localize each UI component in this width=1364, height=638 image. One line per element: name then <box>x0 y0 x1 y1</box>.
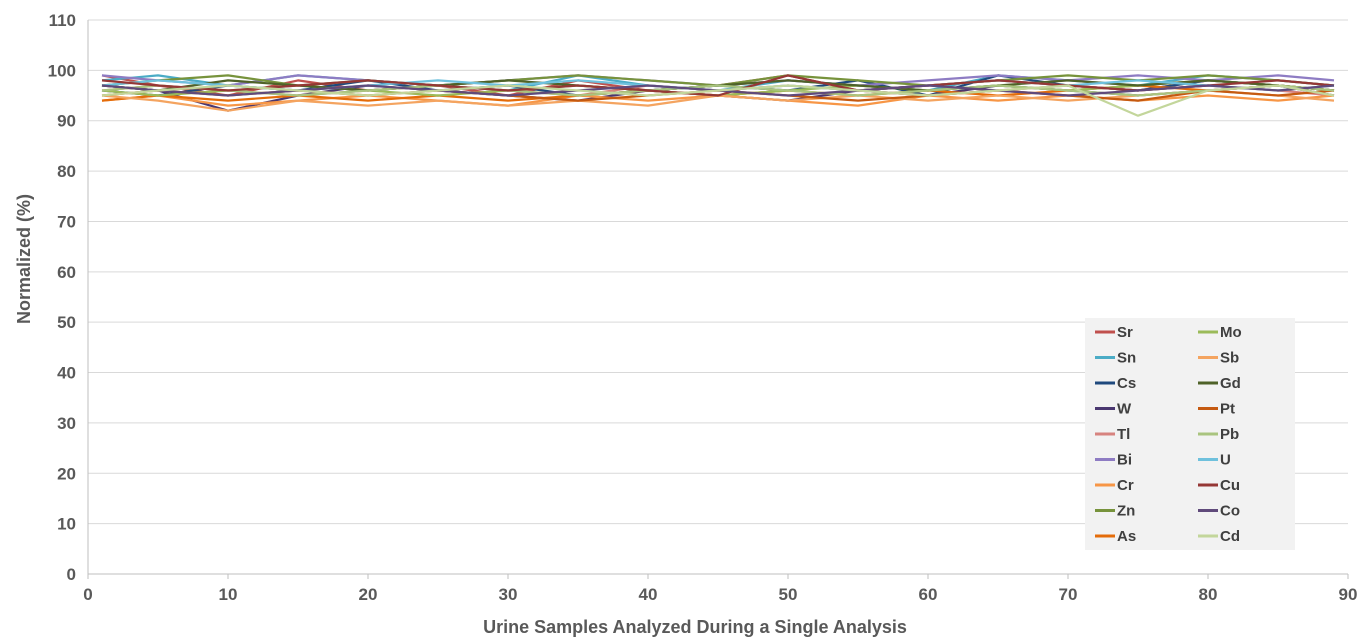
legend-label: Cs <box>1117 375 1136 392</box>
series-line-cd <box>101 84 1335 117</box>
x-tick-label: 50 <box>779 585 798 604</box>
series-line-pb <box>101 84 1335 97</box>
series-lines <box>101 74 1335 117</box>
legend-label: Bi <box>1117 452 1132 469</box>
y-tick-label: 10 <box>57 515 76 534</box>
y-tick-label: 90 <box>57 112 76 131</box>
x-tick-label: 20 <box>359 585 378 604</box>
y-tick-label: 80 <box>57 162 76 181</box>
x-tick-label: 0 <box>83 585 92 604</box>
x-tick-label: 60 <box>919 585 938 604</box>
x-tick-label: 90 <box>1339 585 1358 604</box>
x-tick-label: 30 <box>499 585 518 604</box>
legend-label: Tl <box>1117 426 1130 443</box>
gridlines <box>88 19 1348 525</box>
legend-label: Cr <box>1117 477 1134 494</box>
legend-box <box>1085 318 1295 550</box>
legend-label: W <box>1117 401 1132 418</box>
x-tick-label: 40 <box>639 585 658 604</box>
y-tick-label: 110 <box>49 11 76 30</box>
y-tick-label: 70 <box>57 212 76 231</box>
x-tick-label: 10 <box>219 585 238 604</box>
axes: 0 10 20 30 40 50 60 70 80 90 100 110 0 10 20 30 40 50 60 70… <box>48 11 1358 604</box>
legend-label: Pb <box>1220 426 1239 443</box>
y-tick-label: 30 <box>57 414 76 433</box>
x-tick-label: 70 <box>1059 585 1078 604</box>
legend: Sr Sn Cs W Tl Bi Cr Zn As Mo Sb Gd Pt Pb U Cu Co Cd <box>1085 318 1295 550</box>
y-tick-label: 0 <box>67 565 76 584</box>
legend-label: U <box>1220 452 1231 469</box>
y-tick-label: 50 <box>57 313 76 332</box>
legend-label: Sb <box>1220 350 1239 367</box>
y-axis-title: Normalized (%) <box>14 194 34 324</box>
x-tick-label: 80 <box>1199 585 1218 604</box>
legend-label: Cd <box>1220 528 1240 545</box>
legend-label: Sr <box>1117 324 1133 341</box>
legend-label: Mo <box>1220 324 1242 341</box>
legend-label: As <box>1117 528 1136 545</box>
legend-label: Cu <box>1220 477 1240 494</box>
legend-label: Gd <box>1220 375 1241 392</box>
legend-label: Co <box>1220 503 1240 520</box>
y-tick-label: 40 <box>57 364 76 383</box>
legend-label: Zn <box>1117 503 1135 520</box>
legend-label: Sn <box>1117 350 1136 367</box>
y-tick-label: 60 <box>57 263 76 282</box>
y-tick-label: 20 <box>57 464 76 483</box>
y-tick-label: 100 <box>48 61 76 80</box>
legend-label: Pt <box>1220 401 1235 418</box>
x-axis-title: Urine Samples Analyzed During a Single A… <box>483 617 907 637</box>
